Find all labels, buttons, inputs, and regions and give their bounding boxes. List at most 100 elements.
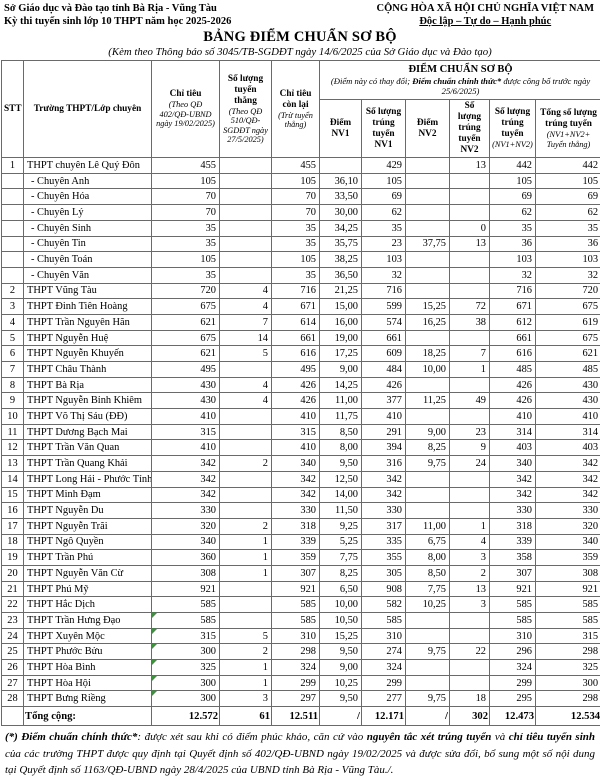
value-cell: 430: [152, 393, 220, 409]
value-cell: 314: [490, 424, 536, 440]
school-name-cell: THPT Võ Thị Sáu (ĐĐ): [24, 409, 152, 425]
value-cell: 8,00: [320, 440, 362, 456]
value-cell: [220, 503, 272, 519]
total-chi-tieu: 12.572: [152, 707, 220, 726]
row-number-cell: 3: [2, 299, 24, 315]
value-cell: [450, 267, 490, 283]
total-diem-nv2: /: [406, 707, 450, 726]
total-stt-cell: [2, 707, 24, 726]
value-cell: 49: [450, 393, 490, 409]
school-name-cell: THPT Phú Mỹ: [24, 581, 152, 597]
value-cell: 317: [362, 518, 406, 534]
value-cell: 335: [362, 534, 406, 550]
value-cell: [450, 660, 490, 676]
value-cell: 23: [450, 424, 490, 440]
value-cell: 621: [152, 314, 220, 330]
value-cell: 359: [272, 550, 320, 566]
school-name-cell: - Chuyên Toán: [24, 252, 152, 268]
value-cell: 13: [450, 581, 490, 597]
value-cell: 30,00: [320, 205, 362, 221]
value-cell: 3: [450, 597, 490, 613]
col-label: Tổng số lượng trúng tuyển: [540, 108, 597, 129]
value-cell: 324: [272, 660, 320, 676]
value-cell: 921: [490, 581, 536, 597]
value-cell: 324: [490, 660, 536, 676]
value-cell: [406, 503, 450, 519]
value-cell: 430: [536, 393, 600, 409]
value-cell: 299: [490, 675, 536, 691]
row-number-cell: 19: [2, 550, 24, 566]
value-cell: 1: [220, 565, 272, 581]
value-cell: 307: [490, 565, 536, 581]
value-cell: 360: [152, 550, 220, 566]
value-cell: 410: [272, 440, 320, 456]
value-cell: [406, 330, 450, 346]
value-cell: 455: [152, 158, 220, 174]
value-cell: 716: [272, 283, 320, 299]
col-note: (Theo QĐ 402/QĐ-UBND ngày 19/02/2025): [154, 100, 217, 129]
value-cell: 13: [450, 236, 490, 252]
value-cell: 37,75: [406, 236, 450, 252]
value-cell: 1: [450, 518, 490, 534]
value-cell: [220, 173, 272, 189]
row-number-cell: [2, 173, 24, 189]
school-name-cell: - Chuyên Tin: [24, 236, 152, 252]
value-cell: 11,75: [320, 409, 362, 425]
school-name-cell: THPT Bưng Riềng: [24, 691, 152, 707]
total-tuyen-thang: 61: [220, 707, 272, 726]
school-name-cell: THPT Trần Phú: [24, 550, 152, 566]
school-name-cell: - Chuyên Văn: [24, 267, 152, 283]
value-cell: 330: [152, 503, 220, 519]
value-cell: 11,50: [320, 503, 362, 519]
value-cell: 36: [490, 236, 536, 252]
value-cell: 410: [536, 409, 600, 425]
row-number-cell: 2: [2, 283, 24, 299]
value-cell: 35: [536, 220, 600, 236]
value-cell: 72: [450, 299, 490, 315]
value-cell: 9,75: [406, 644, 450, 660]
value-cell: 342: [362, 471, 406, 487]
value-cell: 612: [490, 314, 536, 330]
col-note: (NV1+NV2+ Tuyển thẳng): [538, 130, 599, 149]
value-cell: [406, 628, 450, 644]
value-cell: 9,00: [320, 362, 362, 378]
value-cell: [450, 503, 490, 519]
value-cell: 310: [272, 628, 320, 644]
value-cell: 36: [536, 236, 600, 252]
value-cell-with-comment-marker: 315: [152, 628, 220, 644]
value-cell: 426: [490, 393, 536, 409]
value-cell: 9,50: [320, 644, 362, 660]
value-cell: 105: [272, 252, 320, 268]
col-header-tuyen-thang: Số lượng tuyển thẳng (Theo QĐ 510/QĐ-SGD…: [220, 61, 272, 158]
value-cell: 15,00: [320, 299, 362, 315]
value-cell: 7: [220, 314, 272, 330]
value-cell: 2: [220, 456, 272, 472]
value-cell: 299: [362, 675, 406, 691]
row-number-cell: 21: [2, 581, 24, 597]
school-name-cell: THPT Nguyễn Khuyến: [24, 346, 152, 362]
value-cell: 291: [362, 424, 406, 440]
value-cell: 7,75: [320, 550, 362, 566]
value-cell: 410: [362, 409, 406, 425]
value-cell: 62: [536, 205, 600, 221]
value-cell: [220, 597, 272, 613]
national-title: CỘNG HÒA XÃ HỘI CHỦ NGHĨA VIỆT NAM: [376, 2, 594, 15]
row-number-cell: 12: [2, 440, 24, 456]
row-number-cell: 28: [2, 691, 24, 707]
value-cell: 316: [362, 456, 406, 472]
value-cell: 13: [450, 158, 490, 174]
value-cell: 14: [220, 330, 272, 346]
row-number-cell: 6: [2, 346, 24, 362]
school-name-cell: THPT Hòa Bình: [24, 660, 152, 676]
value-cell: 675: [152, 330, 220, 346]
value-cell: 300: [536, 675, 600, 691]
value-cell: 426: [272, 393, 320, 409]
